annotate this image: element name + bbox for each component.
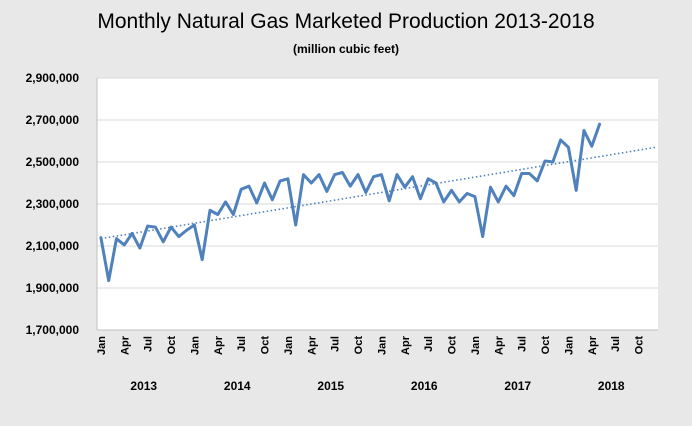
x-tick-label: Apr [493, 335, 505, 355]
x-tick-label: Oct [540, 336, 552, 355]
y-tick-label: 1,900,000 [26, 281, 80, 295]
x-tick-label: Jul [517, 336, 529, 352]
x-tick-label: Apr [400, 335, 412, 355]
series-line [99, 122, 602, 283]
x-tick-label: Jul [143, 336, 155, 352]
x-tick-label: Jan [283, 336, 295, 355]
y-tick-label: 2,500,000 [26, 155, 80, 169]
y-tick-label: 2,700,000 [26, 113, 80, 127]
x-tick-label: Jul [236, 336, 248, 352]
x-tick-label: Jan [96, 336, 108, 355]
year-label: 2015 [317, 379, 344, 393]
trendline [100, 146, 657, 240]
x-tick-label: Apr [587, 335, 599, 355]
y-tick-label: 2,900,000 [26, 71, 80, 85]
y-tick-label: 2,100,000 [26, 239, 80, 253]
x-tick-label: Jan [563, 336, 575, 355]
x-tick-label: Apr [119, 335, 131, 355]
year-label: 2017 [504, 379, 531, 393]
x-tick-label: Oct [634, 336, 646, 355]
x-tick-label: Oct [260, 336, 272, 355]
year-label: 2016 [411, 379, 438, 393]
y-tick-label: 2,300,000 [26, 197, 80, 211]
x-tick-label: Jul [423, 336, 435, 352]
x-tick-label: Jan [376, 336, 388, 355]
year-label: 2013 [130, 379, 157, 393]
chart-subtitle: (million cubic feet) [292, 42, 399, 56]
x-tick-label: Oct [353, 336, 365, 355]
x-tick-label: Apr [213, 335, 225, 355]
x-tick-label: Jan [470, 336, 482, 355]
x-tick-label: Jul [610, 336, 622, 352]
chart-title: Monthly Natural Gas Marketed Production … [97, 10, 595, 33]
x-tick-label: Jan [189, 336, 201, 355]
x-tick-label: Apr [306, 335, 318, 355]
year-label: 2018 [598, 379, 625, 393]
x-tick-label: Oct [447, 336, 459, 355]
x-tick-label: Oct [166, 336, 178, 355]
y-tick-label: 1,700,000 [26, 323, 80, 337]
x-tick-label: Jul [330, 336, 342, 352]
year-label: 2014 [224, 379, 251, 393]
